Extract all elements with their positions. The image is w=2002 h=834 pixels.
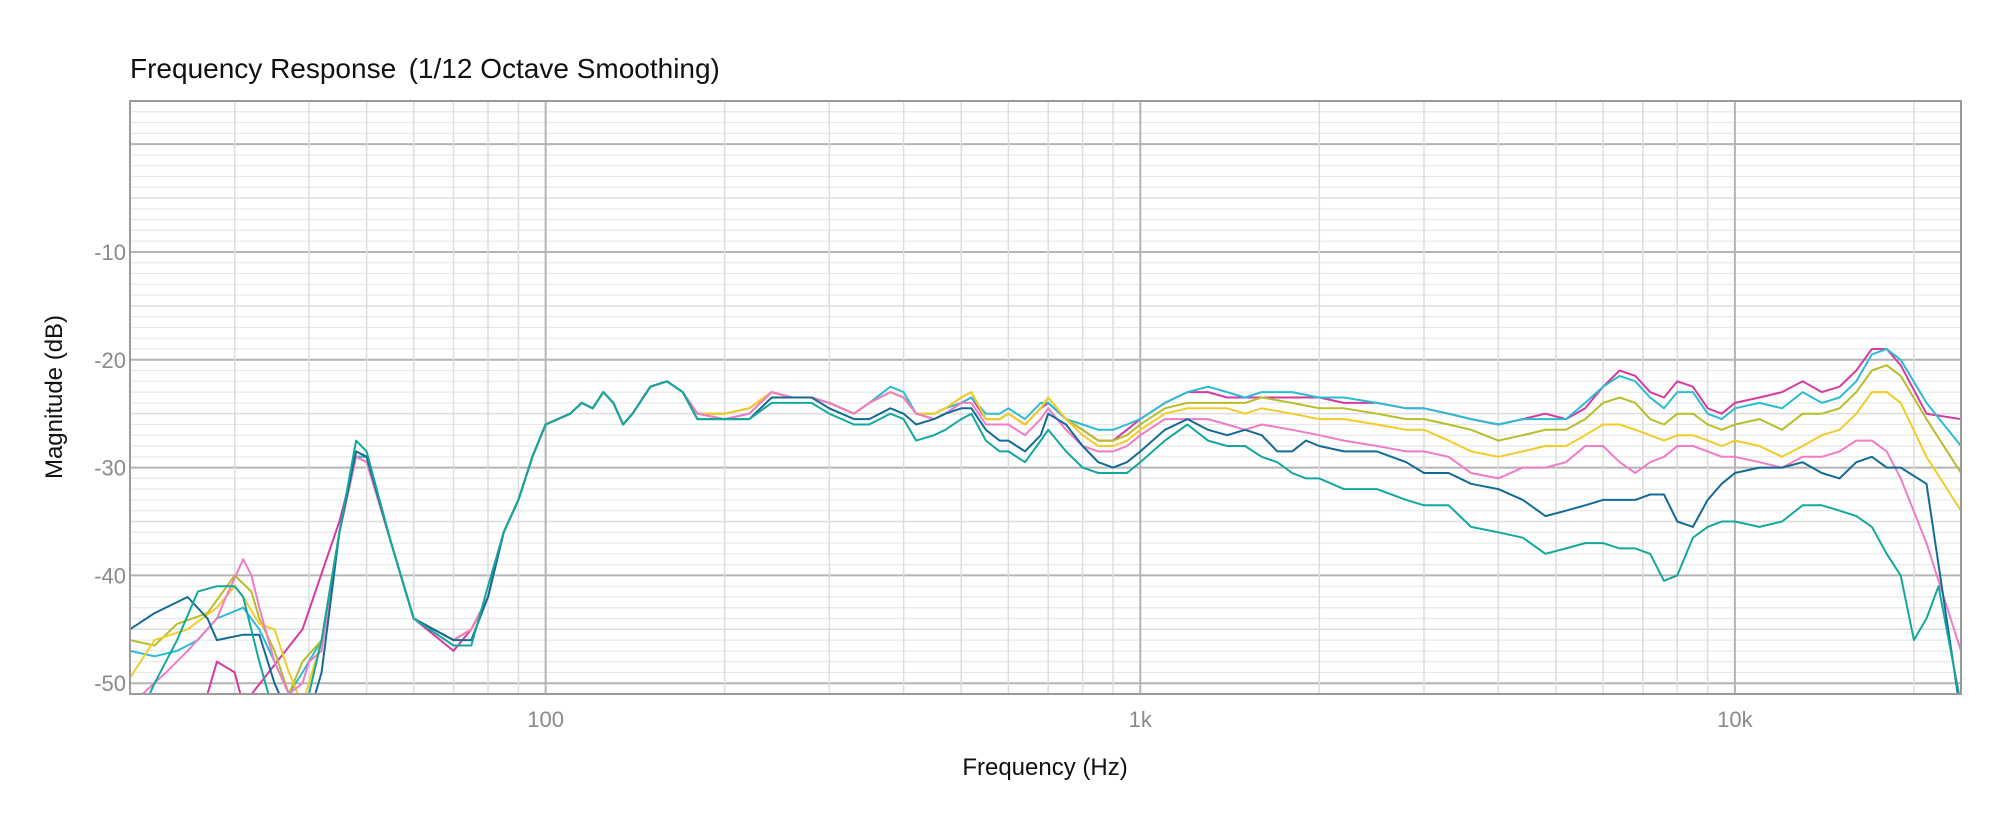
y-tick-label: -30 bbox=[94, 456, 126, 481]
x-axis-label: Frequency (Hz) bbox=[962, 754, 1127, 781]
series-line-7 bbox=[148, 380, 1960, 694]
x-tick-label: 10k bbox=[1717, 707, 1753, 732]
y-axis-label: Magnitude (dB) bbox=[41, 315, 68, 479]
y-tick-label: -40 bbox=[94, 563, 126, 588]
series-group bbox=[130, 348, 1961, 694]
plot-frame bbox=[129, 100, 1962, 695]
y-tick-label: -50 bbox=[94, 671, 126, 696]
y-tick-label: -10 bbox=[94, 240, 126, 265]
series-line-5 bbox=[141, 380, 1961, 694]
y-tick-labels: -10 -20 -30 -40 -50 bbox=[94, 240, 126, 696]
chart-title-subtitle: (1/12 Octave Smoothing) bbox=[409, 53, 720, 84]
x-tick-label: 1k bbox=[1129, 707, 1153, 732]
chart-title-main: Frequency Response bbox=[130, 53, 396, 84]
grid-lines bbox=[129, 100, 1961, 695]
x-tick-labels: 100 1k 10k bbox=[527, 707, 1753, 732]
y-tick-label: -20 bbox=[94, 348, 126, 373]
chart-title: Frequency Response (1/12 Octave Smoothin… bbox=[130, 53, 720, 84]
x-tick-label: 100 bbox=[527, 707, 564, 732]
series-line-6 bbox=[130, 380, 1959, 694]
series-line-3 bbox=[130, 364, 1961, 694]
